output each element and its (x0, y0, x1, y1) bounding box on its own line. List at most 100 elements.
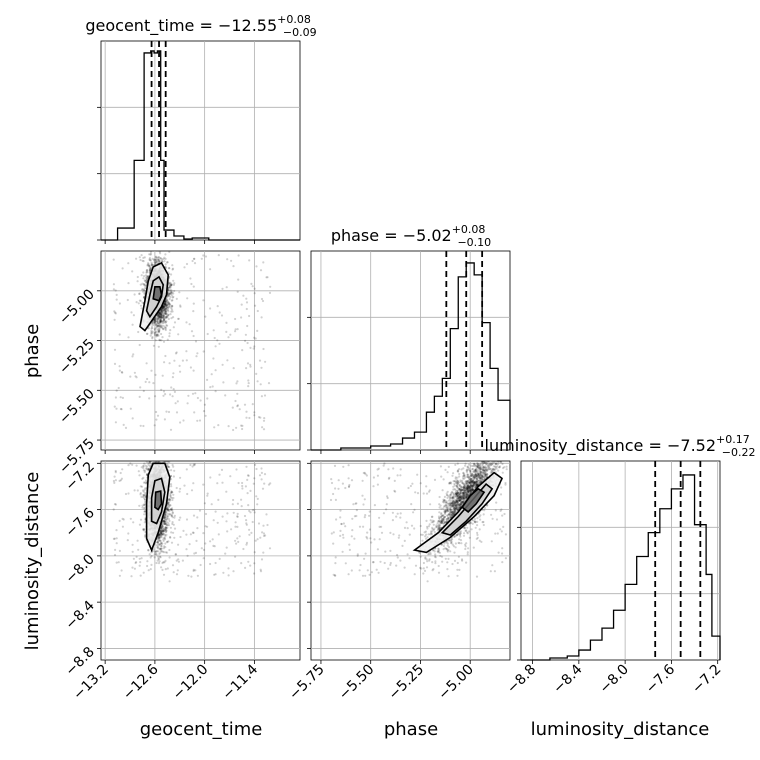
scatter-phase-vs-geocent-time-point-2122 (148, 381, 151, 384)
scatter-phase-vs-geocent-time-point-2423 (192, 285, 195, 288)
scatter-luminosity-distance-vs-geocent-time-point-600 (191, 531, 195, 534)
scatter-phase-vs-geocent-time-point-282 (159, 320, 162, 323)
scatter-phase-vs-geocent-time-point-2563 (165, 312, 168, 316)
scatter-luminosity-distance-vs-geocent-time-point-1991 (217, 498, 220, 501)
scatter-luminosity-distance-vs-geocent-time-point-222 (267, 483, 271, 486)
scatter-phase-vs-geocent-time-point-1533 (159, 313, 162, 316)
scatter-luminosity-distance-vs-geocent-time-point-13 (237, 481, 240, 485)
scatter-phase-vs-geocent-time-point-382 (143, 292, 146, 295)
scatter-phase-vs-geocent-time-point-1681 (165, 307, 168, 310)
scatter-luminosity-distance-vs-geocent-time-point-397 (198, 509, 202, 512)
scatter-luminosity-distance-vs-geocent-time-point-302 (143, 535, 147, 538)
scatter-phase-vs-geocent-time-point-2098 (189, 277, 192, 280)
scatter-luminosity-distance-vs-geocent-time-point-139 (113, 475, 116, 478)
scatter-phase-vs-geocent-time-point-2089 (236, 290, 239, 293)
scatter-phase-vs-geocent-time-point-2582 (167, 317, 170, 321)
scatter-phase-vs-geocent-time-point-2314 (165, 316, 168, 319)
scatter-luminosity-distance-vs-geocent-time-point-2380 (218, 557, 221, 561)
scatter-luminosity-distance-vs-geocent-time-point-1281 (143, 521, 146, 524)
scatter-phase-vs-geocent-time-point-2286 (156, 318, 159, 321)
scatter-luminosity-distance-vs-geocent-time-point-952 (168, 498, 171, 501)
scatter-luminosity-distance-vs-geocent-time-point-1812 (157, 536, 160, 539)
scatter-phase-vs-geocent-time-point-807 (150, 332, 153, 335)
scatter-phase-vs-geocent-time-point-1239 (158, 338, 161, 341)
scatter-luminosity-distance-vs-geocent-time-point-714 (234, 525, 237, 528)
scatter-luminosity-distance-vs-geocent-time-point-977 (169, 535, 172, 539)
scatter-luminosity-distance-vs-geocent-time-point-277 (242, 547, 245, 551)
scatter-phase-vs-geocent-time-point-1116 (146, 263, 149, 266)
scatter-phase-vs-geocent-time-point-1759 (160, 312, 163, 315)
scatter-phase-vs-geocent-time-point-1271 (196, 419, 199, 422)
scatter-phase-vs-geocent-time-point-1550 (150, 325, 154, 328)
scatter-luminosity-distance-vs-geocent-time-point-1825 (263, 482, 266, 485)
scatter-phase-vs-geocent-time-point-508 (146, 332, 149, 335)
scatter-phase-vs-geocent-time-point-784 (166, 295, 170, 298)
scatter-luminosity-distance-vs-geocent-time-point-1930 (158, 543, 161, 546)
scatter-phase-vs-geocent-time-point-1518 (132, 314, 135, 317)
scatter-luminosity-distance-vs-geocent-time-point-418 (165, 528, 168, 531)
scatter-phase-vs-geocent-time-point-2163 (171, 268, 174, 271)
scatter-luminosity-distance-vs-geocent-time-point-2289 (142, 528, 145, 531)
scatter-luminosity-distance-vs-geocent-time-point-30 (162, 527, 165, 530)
scatter-phase-vs-geocent-time-point-2099 (166, 261, 169, 264)
scatter-phase-vs-geocent-time-point-838 (168, 332, 171, 335)
scatter-phase-vs-geocent-time-point-2340 (158, 315, 161, 318)
scatter-luminosity-distance-vs-geocent-time-point-869 (202, 557, 205, 560)
scatter-phase-vs-geocent-time-point-1504 (138, 256, 141, 259)
scatter-luminosity-distance-vs-geocent-time-point-235 (129, 517, 132, 520)
scatter-phase-vs-geocent-time-point-48 (150, 322, 154, 325)
scatter-luminosity-distance-vs-geocent-time-point-733 (155, 553, 158, 556)
scatter-phase-vs-geocent-time-point-2251 (159, 325, 162, 328)
scatter-luminosity-distance-vs-geocent-time-point-2134 (232, 511, 235, 514)
scatter-luminosity-distance-vs-geocent-time-point-1637 (142, 571, 145, 574)
scatter-luminosity-distance-vs-geocent-time-point-1908 (209, 476, 212, 479)
scatter-phase-vs-geocent-time-point-1040 (158, 315, 161, 318)
scatter-luminosity-distance-vs-geocent-time-point-1829 (170, 469, 173, 472)
scatter-phase-vs-geocent-time-point-293 (253, 411, 256, 414)
scatter-luminosity-distance-vs-geocent-time-point-250 (262, 524, 265, 527)
scatter-luminosity-distance-vs-geocent-time-point-1591 (142, 493, 145, 496)
scatter-phase-vs-geocent-time-point-2490 (146, 271, 149, 274)
scatter-luminosity-distance-vs-geocent-time-point-1264 (213, 545, 216, 548)
scatter-phase-vs-geocent-time-point-1861 (173, 321, 177, 324)
scatter-phase-vs-geocent-time-point-476 (157, 334, 160, 337)
scatter-luminosity-distance-vs-geocent-time-point-1784 (160, 533, 163, 536)
scatter-phase-vs-geocent-time-point-2308 (163, 303, 166, 306)
scatter-luminosity-distance-vs-geocent-time-point-2212 (246, 474, 250, 477)
scatter-phase-vs-geocent-time-point-1272 (112, 288, 115, 291)
scatter-phase-vs-geocent-time-point-2448 (165, 310, 168, 313)
scatter-luminosity-distance-vs-geocent-time-point-1988 (245, 465, 248, 468)
scatter-phase-vs-geocent-time-point-617 (209, 268, 212, 271)
ytick-label-phase-1: −5.50 (56, 386, 98, 428)
scatter-luminosity-distance-vs-geocent-time-point-140 (161, 534, 164, 537)
scatter-phase-vs-geocent-time-point-2184 (153, 327, 156, 330)
scatter-phase-vs-geocent-time-point-2589 (154, 331, 157, 334)
hist-phase-histogram-step (311, 262, 511, 451)
scatter-phase-vs-geocent-time-point-1328 (161, 322, 164, 325)
scatter-luminosity-distance-vs-geocent-time-point-1411 (118, 574, 121, 577)
scatter-luminosity-distance-vs-geocent-time-point-727 (166, 465, 169, 468)
scatter-phase-vs-geocent-time-point-1214 (157, 314, 160, 317)
scatter-phase-vs-geocent-time-point-438 (164, 310, 167, 313)
scatter-phase-vs-geocent-time-point-2164 (173, 282, 176, 285)
scatter-phase-vs-geocent-time-point-250 (262, 347, 265, 351)
scatter-luminosity-distance-vs-geocent-time-point-165 (248, 533, 251, 536)
scatter-phase-vs-geocent-time-point-1284 (171, 264, 174, 267)
scatter-phase-vs-geocent-time-point-1439 (164, 321, 167, 324)
scatter-luminosity-distance-vs-geocent-time-point-1975 (247, 504, 250, 507)
scatter-phase-vs-geocent-time-point-194 (168, 297, 171, 301)
scatter-phase-vs-geocent-time-point-2041 (172, 326, 175, 329)
scatter-phase-vs-geocent-time-point-514 (163, 305, 166, 309)
scatter-luminosity-distance-vs-geocent-time-point-913 (249, 511, 252, 514)
scatter-luminosity-distance-vs-geocent-time-point-1020 (163, 528, 166, 531)
scatter-phase-vs-geocent-time-point-1352 (171, 395, 174, 398)
scatter-phase-vs-geocent-time-point-2429 (162, 315, 165, 319)
scatter-luminosity-distance-vs-geocent-time-point-1813 (121, 468, 124, 471)
scatter-phase-vs-geocent-time-point-1761 (160, 314, 163, 318)
scatter-luminosity-distance-vs-geocent-time-point-381 (167, 465, 170, 468)
scatter-luminosity-distance-vs-geocent-time-point-18 (162, 547, 165, 550)
scatter-phase-vs-geocent-time-point-170 (151, 322, 154, 325)
scatter-phase-vs-geocent-time-point-1784 (160, 320, 163, 323)
scatter-phase-vs-geocent-time-point-270 (161, 309, 164, 312)
scatter-luminosity-distance-vs-geocent-time-point-959 (170, 513, 173, 516)
